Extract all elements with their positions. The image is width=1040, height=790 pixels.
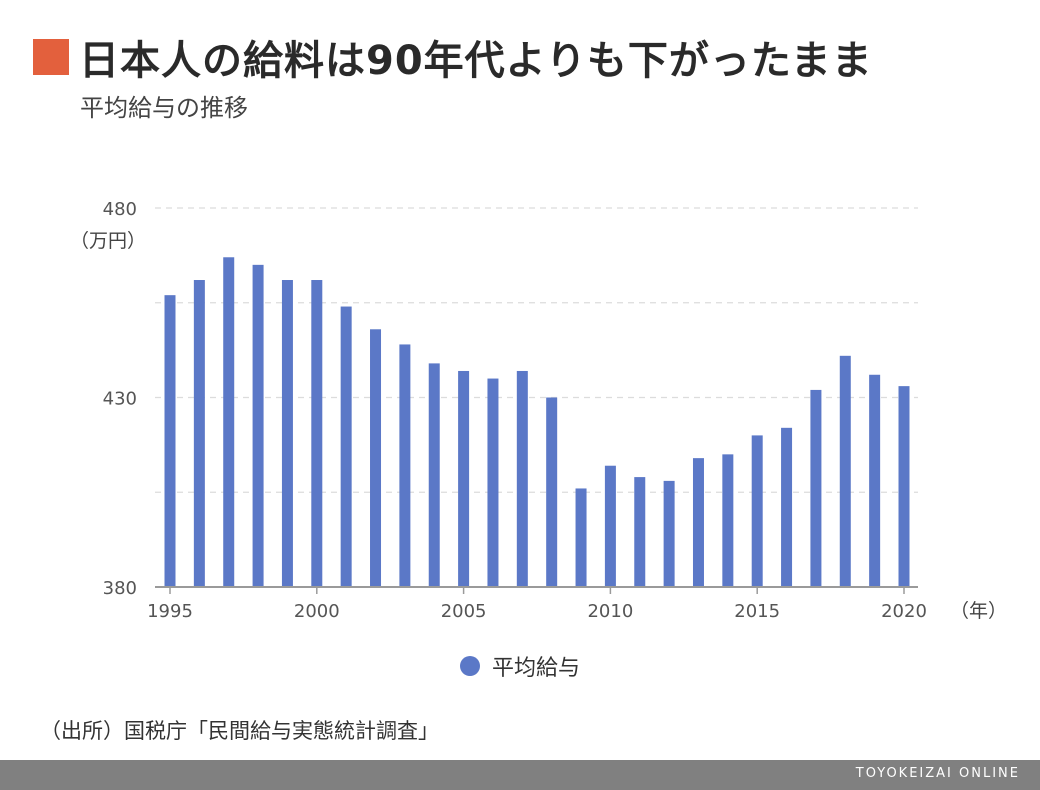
bar-1997 — [223, 257, 235, 587]
x-tick-label: 2010 — [587, 601, 633, 622]
bar-2003 — [399, 344, 411, 587]
bar-2006 — [487, 378, 499, 587]
bar-2013 — [692, 458, 704, 587]
bar-2010 — [604, 465, 616, 587]
bar-2005 — [458, 370, 470, 587]
x-tick-label: 2000 — [294, 601, 340, 622]
page-subtitle: 平均給与の推移 — [80, 94, 248, 122]
y-tick-label: 380 — [103, 578, 137, 599]
x-tick-label: 1995 — [147, 601, 193, 622]
x-unit-label: （年） — [950, 600, 1007, 622]
legend-marker — [460, 656, 480, 676]
bar-2011 — [634, 477, 646, 587]
title-accent-square — [33, 39, 69, 75]
bar-1999 — [281, 280, 293, 587]
x-tick-label: 2015 — [734, 601, 780, 622]
x-tick-label: 2005 — [441, 601, 487, 622]
y-unit-label: （万円） — [70, 230, 146, 252]
bar-2008 — [546, 397, 558, 587]
legend-label: 平均給与 — [492, 656, 581, 681]
y-tick-label: 430 — [103, 389, 137, 410]
source-note: （出所）国税庁「民間給与実態統計調査」 — [40, 719, 439, 743]
bar-2002 — [370, 329, 382, 587]
bar-2019 — [869, 374, 881, 587]
bar-1995 — [164, 295, 176, 587]
bar-2000 — [311, 280, 323, 587]
bar-chart: 380 430 480 （万円） 1995 2000 2005 2010 2015 2020 （年） — [70, 199, 1007, 622]
bar-2001 — [340, 306, 352, 587]
y-tick-label: 480 — [103, 199, 137, 220]
bar-2012 — [663, 480, 675, 587]
bar-2015 — [751, 435, 763, 587]
title-block: 日本人の給料は90年代よりも下がったまま — [33, 28, 873, 86]
bar-2020 — [898, 386, 910, 587]
bar-2007 — [516, 370, 528, 587]
bar-1998 — [252, 264, 264, 587]
x-tick-label: 2020 — [881, 601, 927, 622]
bar-2004 — [428, 363, 440, 587]
legend: 平均給与 — [460, 650, 580, 682]
bar-2016 — [781, 427, 793, 587]
bar-2017 — [810, 389, 822, 587]
bar-2018 — [839, 355, 851, 587]
page-title: 日本人の給料は90年代よりも下がったまま — [79, 38, 873, 84]
bar-2014 — [722, 454, 734, 587]
footer-bar: TOYOKEIZAI ONLINE — [0, 760, 1040, 790]
footer-brand: TOYOKEIZAI ONLINE — [855, 766, 1020, 781]
bar-2009 — [575, 488, 587, 587]
bar-1996 — [193, 280, 205, 587]
